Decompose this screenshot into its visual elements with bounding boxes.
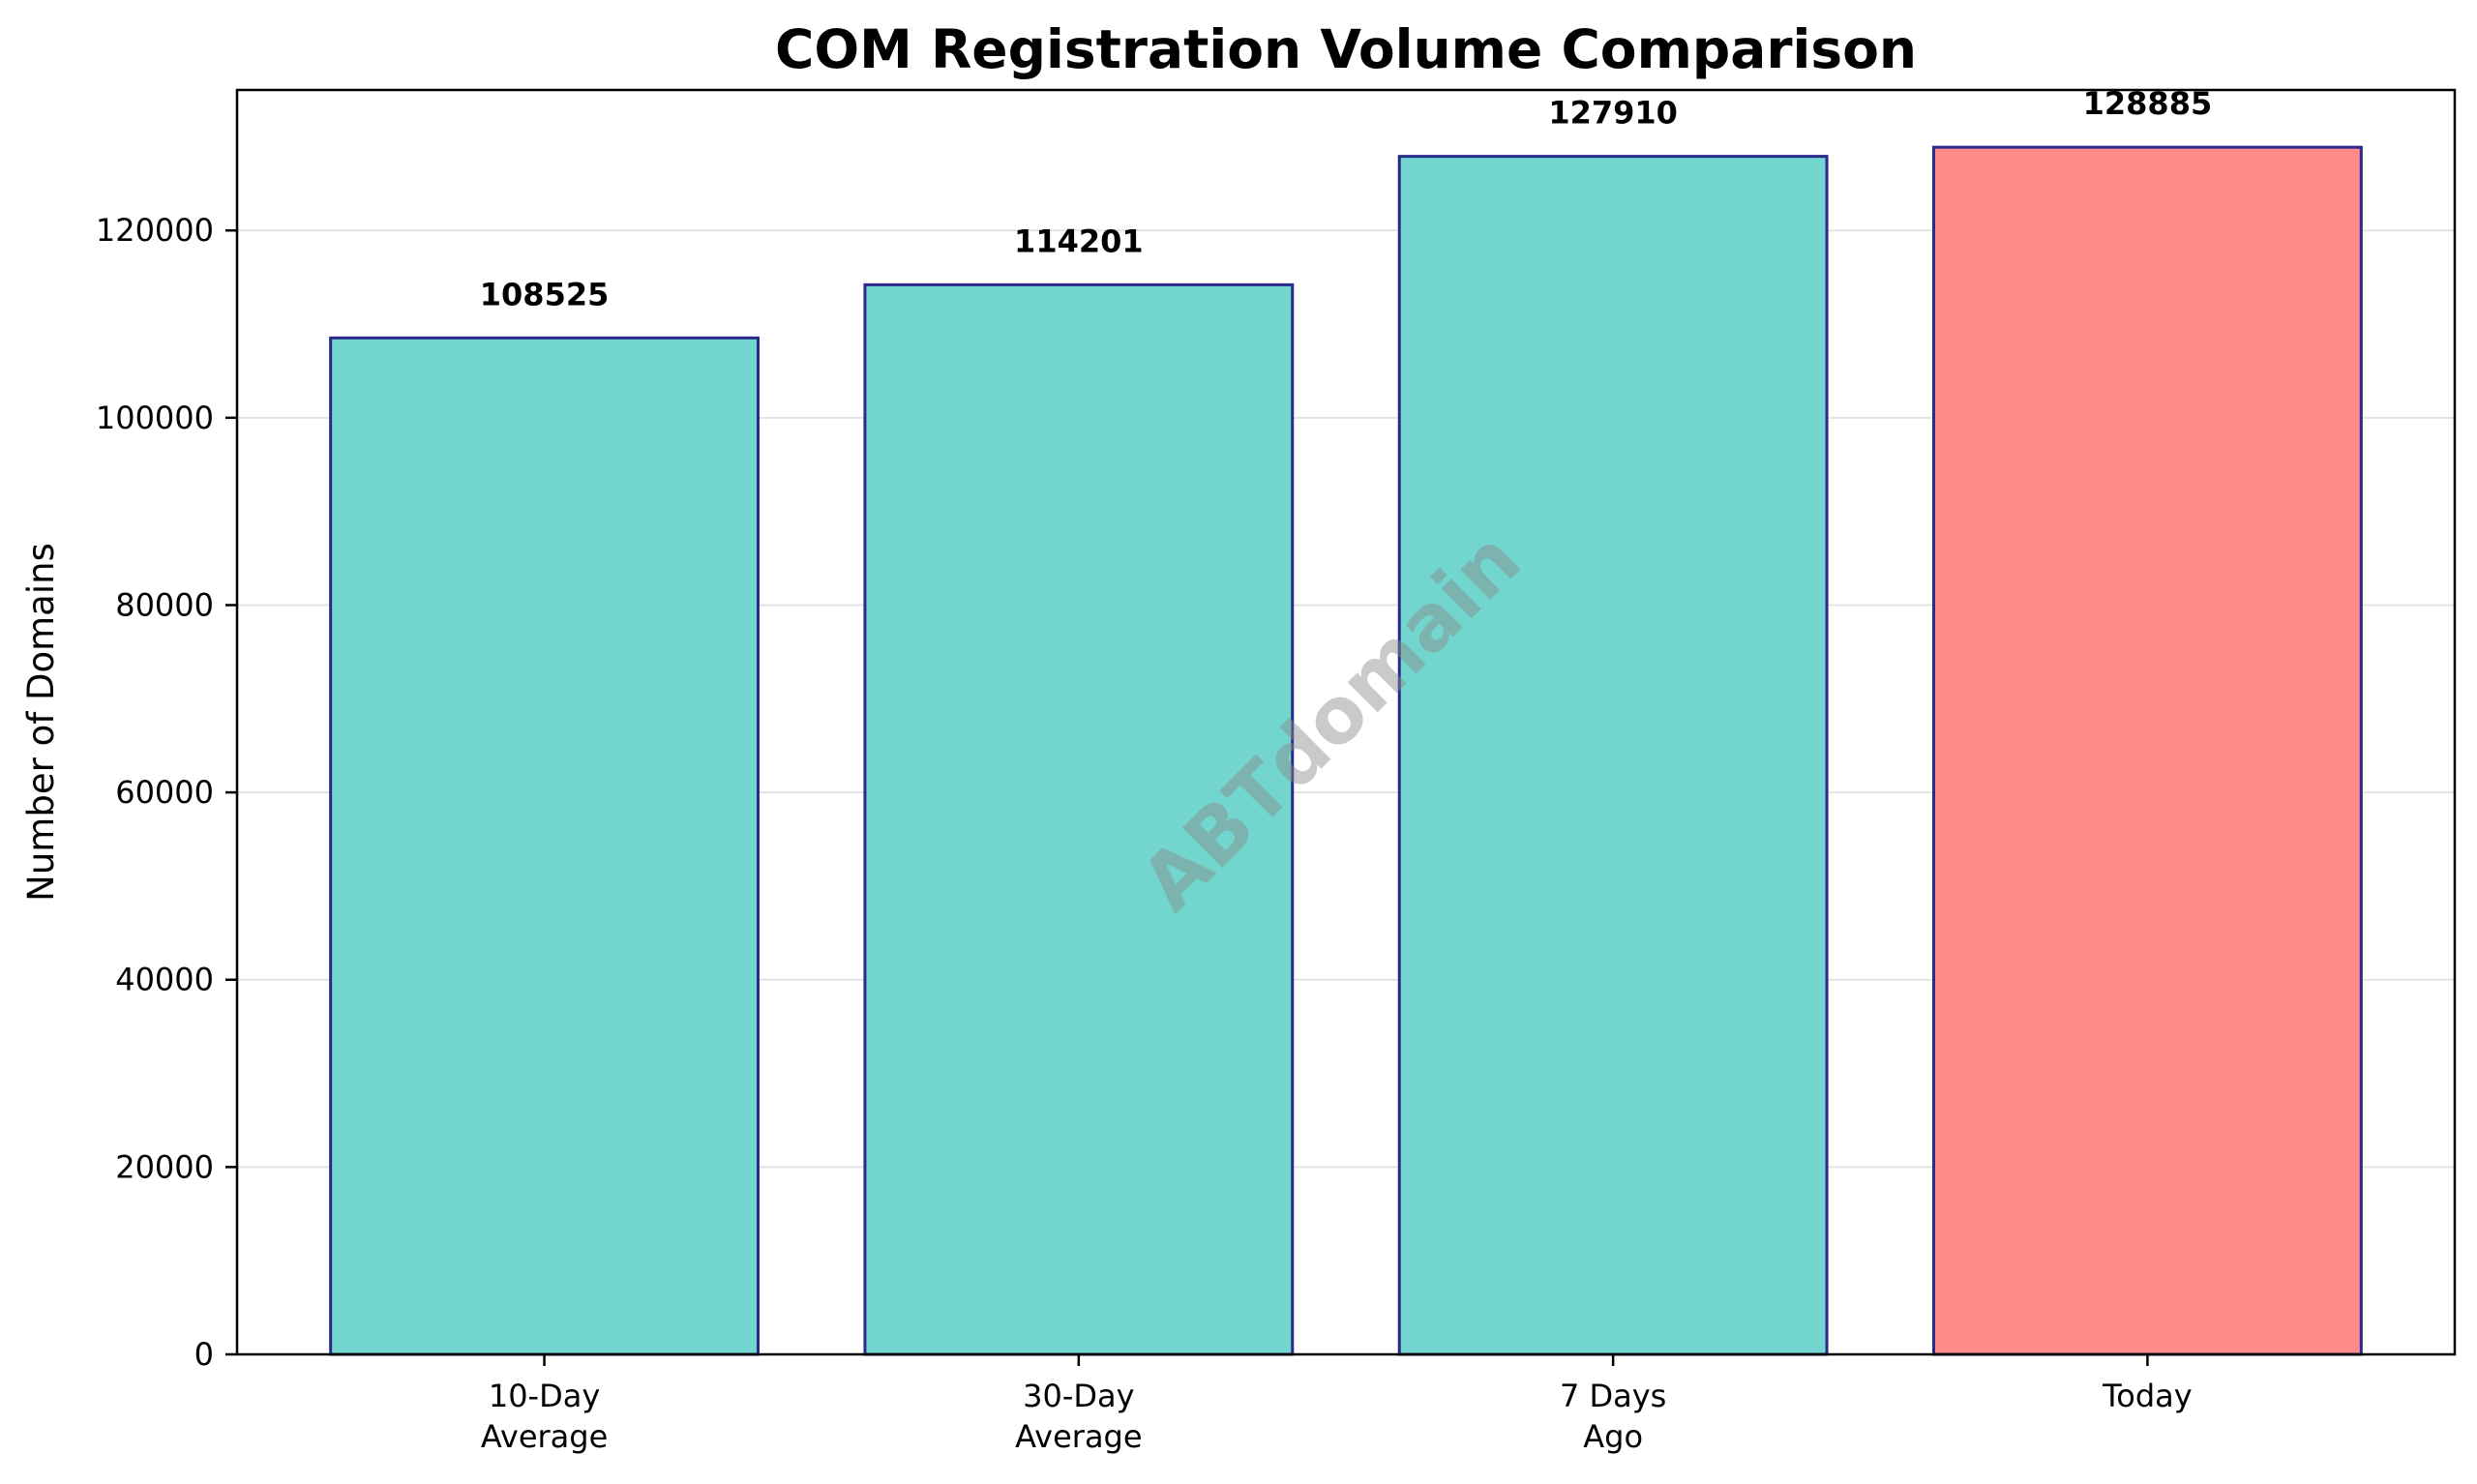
y-axis: 0 20000 40000 60000 80000 100000 120000 <box>96 212 237 1373</box>
y-tick-label: 40000 <box>115 962 214 998</box>
y-tick-label: 0 <box>194 1336 214 1373</box>
y-tick-label: 100000 <box>96 400 214 436</box>
bar <box>863 282 1295 1356</box>
bar-value-label: 114201 <box>1014 223 1144 259</box>
bar <box>1932 145 2363 1356</box>
chart-title: COM Registration Volume Comparison <box>775 18 1917 80</box>
y-tick-label: 20000 <box>115 1148 214 1185</box>
x-tick-label-line: Average <box>1015 1418 1142 1455</box>
bar <box>329 336 760 1356</box>
y-tick-label: 60000 <box>115 774 214 811</box>
x-tick-label: Today <box>2102 1378 2193 1414</box>
y-tick-label: 80000 <box>115 586 214 623</box>
x-tick-label-line: 10-Day <box>489 1378 600 1414</box>
bar-value-label: 108525 <box>480 276 610 312</box>
x-tick-label-line: Ago <box>1583 1418 1643 1455</box>
bar-layer <box>329 145 2363 1356</box>
bar <box>1397 155 1829 1356</box>
x-tick-label: 7 Days Ago <box>1560 1378 1666 1455</box>
bar-value-label: 128885 <box>2083 85 2213 122</box>
y-tick-label: 120000 <box>96 212 214 249</box>
x-tick-label-line: 7 Days <box>1560 1378 1666 1414</box>
y-axis-label: Number of Domains <box>20 543 62 902</box>
x-tick-label-line: 30-Day <box>1023 1378 1134 1414</box>
x-tick-label-line: Today <box>2102 1378 2193 1414</box>
x-axis: 10-Day Average 30-Day Average 7 Days Ago Today <box>481 1354 2193 1455</box>
plot-area-frame <box>235 88 2457 1356</box>
x-tick-label: 30-Day Average <box>1015 1378 1142 1455</box>
value-labels: 108525 114201 127910 128885 <box>480 85 2212 312</box>
bar-value-label: 127910 <box>1548 95 1678 132</box>
x-tick-label-line: Average <box>481 1418 608 1455</box>
x-tick-label: 10-Day Average <box>481 1378 608 1455</box>
